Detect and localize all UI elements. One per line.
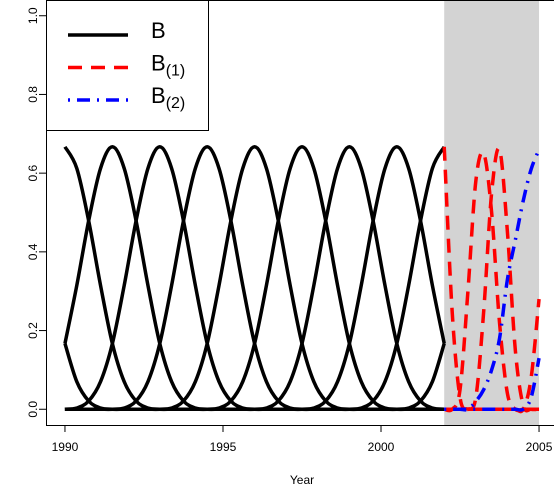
x-tick-label: 1990: [52, 440, 79, 454]
x-tick-label: 2005: [526, 440, 553, 454]
series-line: [64, 145, 445, 412]
x-tick-label: 1995: [210, 440, 237, 454]
legend-box: [46, 0, 209, 131]
series-line: [444, 357, 541, 412]
series-line: [64, 145, 445, 412]
series-line: [64, 145, 446, 412]
legend-label: B(1): [151, 50, 185, 79]
y-tick-label: 0.0: [26, 401, 40, 418]
x-axis-label: Year: [290, 473, 314, 487]
legend-label-sub: (1): [166, 63, 186, 80]
legend-label: B(2): [151, 83, 185, 112]
y-tick-label: 1.0: [26, 7, 40, 24]
series-line: [63, 145, 445, 412]
series-line: [64, 343, 446, 412]
y-tick-label: 0.2: [26, 322, 40, 339]
legend-label: B: [151, 18, 166, 43]
legend-label-sub: (2): [166, 95, 186, 112]
y-tick-label: 0.4: [26, 243, 40, 260]
legend-label-main: B: [151, 50, 166, 75]
series-line: [64, 145, 445, 412]
series-line: [64, 145, 445, 412]
y-tick-label: 0.6: [26, 164, 40, 181]
y-tick-label: 0.8: [26, 86, 40, 103]
legend-label-main: B: [151, 83, 166, 108]
series-line: [64, 145, 446, 412]
series-line: [63, 145, 445, 412]
plot-frame: [46, 0, 554, 426]
x-tick-label: 2000: [368, 440, 395, 454]
series-line: [64, 145, 445, 412]
plot-lines: [63, 145, 541, 414]
